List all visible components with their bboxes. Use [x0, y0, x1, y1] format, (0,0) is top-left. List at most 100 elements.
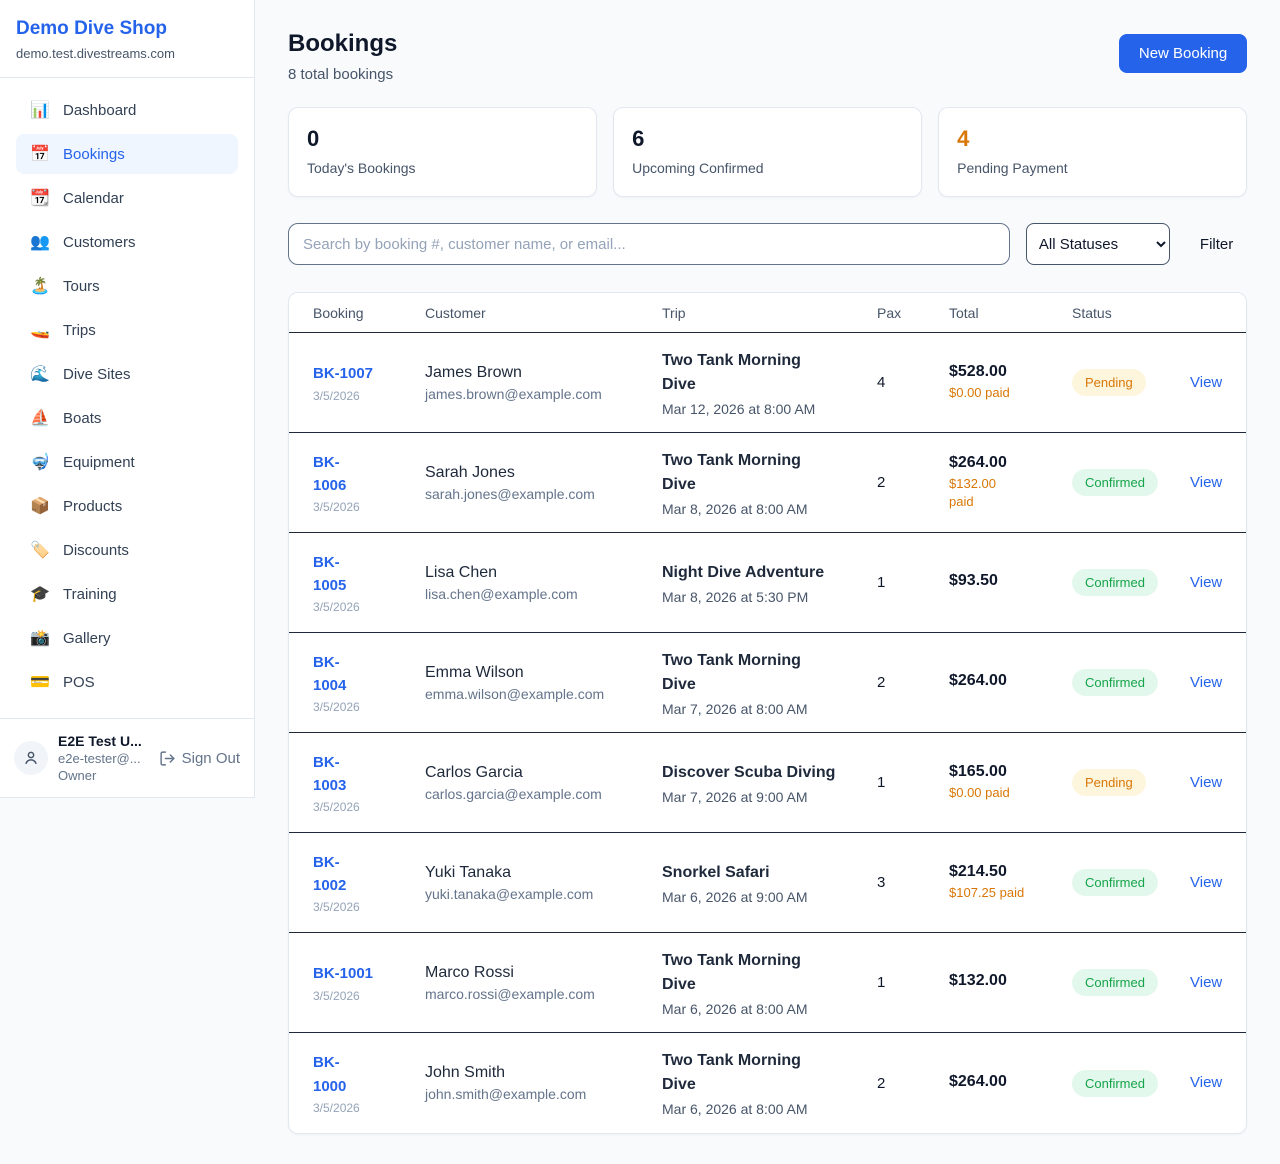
- booking-id-link[interactable]: BK-1001: [313, 962, 425, 985]
- page-header: Bookings 8 total bookings New Booking: [288, 30, 1248, 83]
- trip-datetime: Mar 7, 2026 at 8:00 AM: [662, 700, 808, 717]
- view-cell: View: [1182, 674, 1222, 692]
- shop-name: Demo Dive Shop: [16, 18, 167, 39]
- sign-out-label: Sign Out: [181, 749, 240, 767]
- status-cell: Confirmed: [1072, 869, 1182, 896]
- view-link[interactable]: View: [1190, 373, 1223, 391]
- sidebar-item-gallery[interactable]: 📸 Gallery: [16, 618, 238, 658]
- customer-name: Marco Rossi: [425, 963, 514, 981]
- total-amount: $264.00: [949, 672, 1007, 689]
- booking-id-link[interactable]: BK- 1003: [313, 751, 425, 798]
- booking-id-link[interactable]: BK-1007: [313, 362, 425, 385]
- customer-name: Lisa Chen: [425, 563, 498, 581]
- total-amount: $264.00: [949, 1072, 1007, 1090]
- booking-id-line2: 1004: [313, 677, 347, 694]
- booking-id-link[interactable]: BK- 1005: [313, 551, 425, 598]
- total-amount: $132.00: [949, 972, 1007, 989]
- booking-id-link[interactable]: BK- 1004: [313, 651, 425, 698]
- status-badge: Pending: [1072, 369, 1146, 396]
- booking-date: 3/5/2026: [313, 500, 360, 515]
- customer-email: carlos.garcia@example.com: [425, 785, 602, 802]
- pax-cell: 2: [877, 474, 886, 491]
- status-cell: Pending: [1072, 769, 1182, 796]
- shop-header: Demo Dive Shop demo.test.divestreams.com: [0, 0, 254, 78]
- amount-paid-line1: $0.00 paid: [949, 384, 1010, 400]
- table-row: BK- 1002 3/5/2026 Yuki Tanaka yuki.tanak…: [289, 833, 1247, 933]
- status-badge: Confirmed: [1072, 869, 1158, 896]
- booking-cell: BK- 1003 3/5/2026: [313, 751, 425, 815]
- sidebar-item-training[interactable]: 🎓 Training: [16, 574, 238, 614]
- customer-email: james.brown@example.com: [425, 385, 602, 402]
- customer-cell: James Brown james.brown@example.com: [425, 364, 662, 402]
- status-badge: Confirmed: [1072, 469, 1158, 496]
- view-cell: View: [1182, 574, 1222, 592]
- booking-date: 3/5/2026: [313, 700, 360, 715]
- sidebar-item-label: Gallery: [63, 629, 111, 647]
- booking-id-line1: BK-: [313, 853, 340, 871]
- discounts-icon: 🏷️: [30, 542, 50, 559]
- sidebar-item-tours[interactable]: 🏝️ Tours: [16, 266, 238, 306]
- total-cell: $214.50 $107.25 paid: [949, 863, 1072, 902]
- stat-value: 4: [957, 126, 970, 151]
- view-link[interactable]: View: [1190, 473, 1223, 491]
- customer-email: yuki.tanaka@example.com: [425, 885, 594, 902]
- status-select[interactable]: All Statuses: [1025, 223, 1170, 265]
- sidebar-item-calendar[interactable]: 📆 Calendar: [16, 178, 238, 218]
- stat-value: 0: [307, 126, 320, 151]
- total-amount: $165.00: [949, 762, 1007, 780]
- booking-id-link[interactable]: BK- 1002: [313, 851, 425, 898]
- sidebar-item-label: Products: [63, 497, 123, 515]
- sign-out-button[interactable]: Sign Out: [159, 750, 240, 767]
- total-cell: $264.00: [949, 1073, 1072, 1094]
- sidebar-item-trips[interactable]: 🚤 Trips: [16, 310, 238, 350]
- sidebar-item-customers[interactable]: 👥 Customers: [16, 222, 238, 262]
- main-content: Bookings 8 total bookings New Booking 0 …: [255, 0, 1280, 1164]
- status-badge: Confirmed: [1072, 669, 1158, 696]
- trip-name: Two Tank Morning Dive: [662, 951, 801, 993]
- sidebar-item-pos[interactable]: 💳 POS: [16, 662, 238, 702]
- sign-out-icon: [160, 750, 175, 766]
- sidebar-item-dashboard[interactable]: 📊 Dashboard: [16, 90, 238, 130]
- trips-icon: 🚤: [30, 322, 50, 339]
- sidebar-item-products[interactable]: 📦 Products: [16, 486, 238, 526]
- sidebar-item-bookings[interactable]: 📅 Bookings: [16, 134, 238, 174]
- column-header-booking: Booking: [313, 304, 364, 321]
- view-cell: View: [1182, 974, 1222, 992]
- table-body: BK-1007 3/5/2026 James Brown james.brown…: [289, 333, 1247, 1133]
- sidebar-item-equipment[interactable]: 🤿 Equipment: [16, 442, 238, 482]
- view-link[interactable]: View: [1190, 573, 1223, 591]
- view-link[interactable]: View: [1190, 873, 1223, 891]
- dashboard-icon: 📊: [30, 102, 50, 119]
- view-link[interactable]: View: [1190, 973, 1223, 991]
- customer-name: James Brown: [425, 363, 522, 381]
- booking-id-link[interactable]: BK- 1006: [313, 451, 425, 498]
- view-link[interactable]: View: [1190, 1074, 1223, 1091]
- booking-id-link[interactable]: BK- 1000: [313, 1051, 425, 1098]
- sidebar-item-boats[interactable]: ⛵ Boats: [16, 398, 238, 438]
- booking-id-line2: 1005: [313, 577, 347, 594]
- booking-date: 3/5/2026: [313, 988, 360, 1003]
- filter-button[interactable]: Filter: [1186, 236, 1247, 253]
- search-input[interactable]: [288, 223, 1010, 265]
- total-cell: $264.00 $132.00 paid: [949, 454, 1072, 511]
- view-link[interactable]: View: [1190, 673, 1223, 691]
- sidebar-item-label: Dashboard: [63, 101, 137, 119]
- customer-email: sarah.jones@example.com: [425, 485, 595, 502]
- pax-cell: 2: [877, 674, 886, 691]
- trip-cell: Two Tank Morning Dive Mar 6, 2026 at 8:0…: [662, 1049, 877, 1117]
- sidebar-item-label: Calendar: [63, 189, 124, 207]
- new-booking-button[interactable]: New Booking: [1118, 34, 1248, 73]
- sidebar-item-label: Tours: [63, 277, 100, 295]
- view-link[interactable]: View: [1190, 773, 1223, 791]
- status-badge: Confirmed: [1072, 1069, 1158, 1097]
- calendar-icon: 📆: [30, 190, 50, 207]
- gallery-icon: 📸: [30, 630, 50, 647]
- sidebar-item-discounts[interactable]: 🏷️ Discounts: [16, 530, 238, 570]
- customer-cell: John Smith john.smith@example.com: [425, 1064, 662, 1102]
- pax-cell: 1: [877, 974, 886, 991]
- booking-cell: BK-1001 3/5/2026: [313, 962, 425, 1002]
- stats-row: 0 Today's Bookings 6 Upcoming Confirmed …: [288, 107, 1248, 197]
- sidebar-item-dive-sites[interactable]: 🌊 Dive Sites: [16, 354, 238, 394]
- stat-value: 6: [632, 126, 645, 151]
- stat-card: 6 Upcoming Confirmed: [613, 107, 923, 197]
